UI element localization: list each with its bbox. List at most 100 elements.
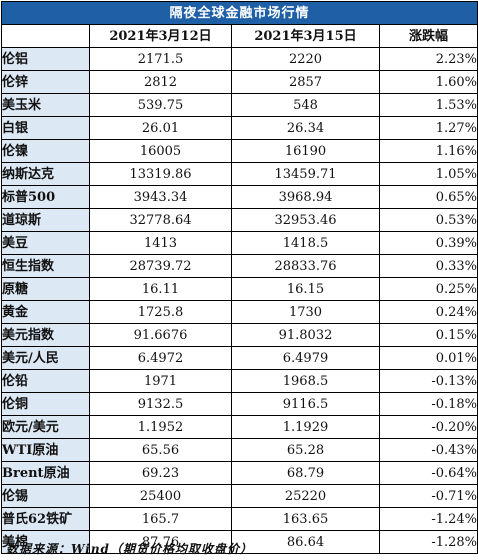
table-row: 纳斯达克 13319.86 13459.71 1.05%: [1, 162, 478, 186]
change-percent: 1.53%: [378, 93, 478, 117]
instrument-name: 伦锌: [1, 70, 90, 94]
change-percent: 1.16%: [378, 139, 478, 163]
table-body: 伦铝 2171.5 2220 2.23% 伦锌 2812 2857 1.60% 美玉米 539.7…: [1, 47, 478, 554]
value-date2: 548: [231, 93, 380, 117]
table-row: 标普500 3943.34 3968.94 0.65%: [1, 185, 478, 209]
value-date2: 3968.94: [231, 185, 380, 209]
change-percent: -1.24%: [378, 507, 478, 531]
value-date2: 65.28: [231, 438, 380, 462]
change-percent: -0.71%: [378, 484, 478, 508]
instrument-name: 美元指数: [1, 323, 90, 347]
header-date2: 2021年3月15日: [231, 24, 380, 48]
value-date1: 1.1952: [89, 415, 232, 439]
table-row: 美元指数 91.6676 91.8032 0.15%: [1, 323, 478, 347]
change-percent: -0.64%: [378, 461, 478, 485]
change-percent: 0.01%: [378, 346, 478, 370]
table-row: 美玉米 539.75 548 1.53%: [1, 93, 478, 117]
table-row: 白银 26.01 26.34 1.27%: [1, 116, 478, 140]
change-percent: -0.20%: [378, 415, 478, 439]
value-date1: 26.01: [89, 116, 232, 140]
table-row: 伦锌 2812 2857 1.60%: [1, 70, 478, 94]
value-date2: 28833.76: [231, 254, 380, 278]
instrument-name: 伦铝: [1, 47, 90, 71]
value-date1: 16005: [89, 139, 232, 163]
value-date2: 6.4979: [231, 346, 380, 370]
table-row: 原糖 16.11 16.15 0.25%: [1, 277, 478, 301]
instrument-name: 伦镍: [1, 139, 90, 163]
table-row: 黄金 1725.8 1730 0.24%: [1, 300, 478, 324]
value-date1: 28739.72: [89, 254, 232, 278]
change-percent: -1.28%: [378, 530, 478, 554]
value-date1: 91.6676: [89, 323, 232, 347]
value-date1: 87.76: [89, 530, 232, 554]
table-title: 隔夜全球金融市场行情: [0, 1, 478, 25]
value-date1: 2812: [89, 70, 232, 94]
header-change: 涨跌幅: [378, 24, 478, 48]
instrument-name: 美豆: [1, 231, 90, 255]
change-percent: -0.43%: [378, 438, 478, 462]
table-row: 美元/人民 6.4972 6.4979 0.01%: [1, 346, 478, 370]
table-row: 普氏62铁矿 165.7 163.65 -1.24%: [1, 507, 478, 531]
value-date2: 9116.5: [231, 392, 380, 416]
table-row: WTI原油 65.56 65.28 -0.43%: [1, 438, 478, 462]
value-date1: 1971: [89, 369, 232, 393]
instrument-name: 白银: [1, 116, 90, 140]
instrument-name: 黄金: [1, 300, 90, 324]
header-date1: 2021年3月12日: [89, 24, 232, 48]
table-row: 伦铜 9132.5 9116.5 -0.18%: [1, 392, 478, 416]
instrument-name: 恒生指数: [1, 254, 90, 278]
instrument-name: 原糖: [1, 277, 90, 301]
value-date1: 9132.5: [89, 392, 232, 416]
change-percent: 0.25%: [378, 277, 478, 301]
value-date1: 16.11: [89, 277, 232, 301]
value-date1: 6.4972: [89, 346, 232, 370]
change-percent: 0.65%: [378, 185, 478, 209]
header-name: [1, 24, 90, 48]
value-date2: 163.65: [231, 507, 380, 531]
table-row: 美棉 87.76 86.64 -1.28%: [1, 530, 478, 554]
change-percent: 0.39%: [378, 231, 478, 255]
table-row: 伦镍 16005 16190 1.16%: [1, 139, 478, 163]
value-date2: 1730: [231, 300, 380, 324]
value-date2: 1968.5: [231, 369, 380, 393]
change-percent: -0.13%: [378, 369, 478, 393]
value-date1: 1725.8: [89, 300, 232, 324]
value-date2: 16.15: [231, 277, 380, 301]
change-percent: 2.23%: [378, 47, 478, 71]
instrument-name: 伦锡: [1, 484, 90, 508]
change-percent: -0.18%: [378, 392, 478, 416]
change-percent: 0.24%: [378, 300, 478, 324]
value-date2: 68.79: [231, 461, 380, 485]
value-date1: 1413: [89, 231, 232, 255]
table-row: 伦锡 25400 25220 -0.71%: [1, 484, 478, 508]
value-date1: 2171.5: [89, 47, 232, 71]
instrument-name: 美元/人民: [1, 346, 90, 370]
header-row: 2021年3月12日 2021年3月15日 涨跌幅: [1, 24, 478, 48]
value-date2: 2857: [231, 70, 380, 94]
instrument-name: 伦铅: [1, 369, 90, 393]
value-date1: 25400: [89, 484, 232, 508]
table-row: 恒生指数 28739.72 28833.76 0.33%: [1, 254, 478, 278]
value-date2: 2220: [231, 47, 380, 71]
value-date2: 16190: [231, 139, 380, 163]
change-percent: 0.15%: [378, 323, 478, 347]
value-date2: 25220: [231, 484, 380, 508]
table-row: 美豆 1413 1418.5 0.39%: [1, 231, 478, 255]
instrument-name: 美棉: [1, 530, 90, 554]
value-date2: 1418.5: [231, 231, 380, 255]
source-footnote: 数据来源：Wind（期货价格均取收盘价）: [6, 542, 253, 556]
value-date1: 69.23: [89, 461, 232, 485]
value-date1: 539.75: [89, 93, 232, 117]
change-percent: 0.53%: [378, 208, 478, 232]
table-row: 道琼斯 32778.64 32953.46 0.53%: [1, 208, 478, 232]
instrument-name: 标普500: [1, 185, 90, 209]
value-date2: 32953.46: [231, 208, 380, 232]
table-row: Brent原油 69.23 68.79 -0.64%: [1, 461, 478, 485]
value-date2: 91.8032: [231, 323, 380, 347]
instrument-name: 普氏62铁矿: [1, 507, 90, 531]
value-date1: 13319.86: [89, 162, 232, 186]
value-date1: 65.56: [89, 438, 232, 462]
value-date2: 26.34: [231, 116, 380, 140]
